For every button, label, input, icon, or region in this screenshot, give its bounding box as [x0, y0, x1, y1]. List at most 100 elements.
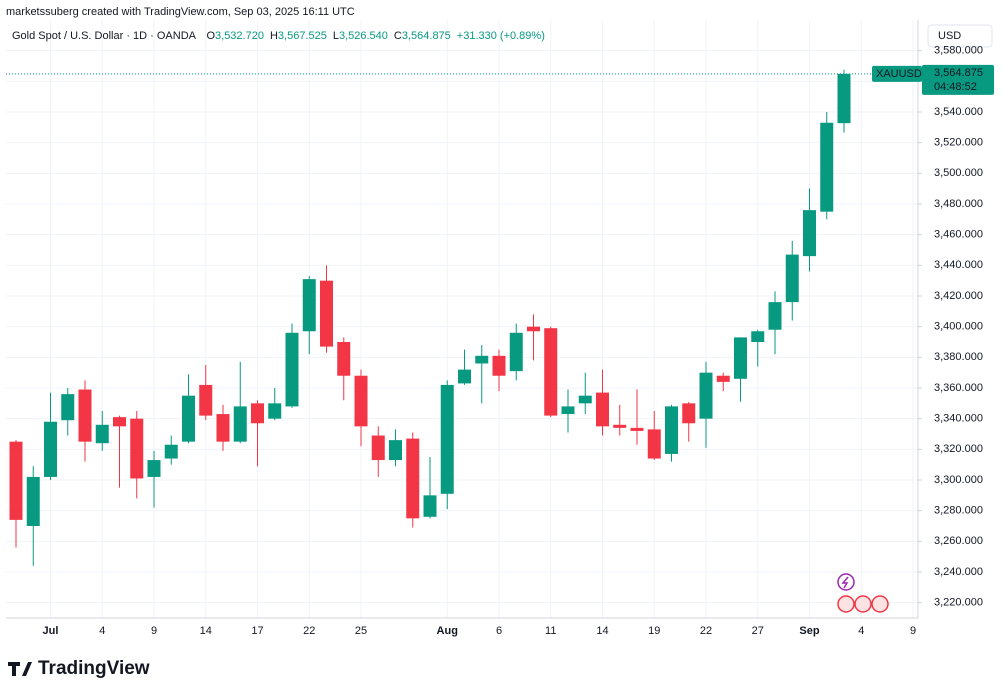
candle-body	[302, 279, 316, 332]
candle-body	[699, 372, 713, 419]
x-tick-label: 6	[496, 625, 502, 637]
y-tick-label: 3,360.000	[934, 382, 983, 394]
candle-body	[389, 440, 402, 461]
candle-body	[785, 254, 799, 303]
ohlc-key: L	[333, 30, 339, 42]
x-tick-label: 25	[355, 625, 367, 637]
logo-mark	[8, 662, 32, 676]
y-tick-label: 3,480.000	[934, 198, 983, 210]
ohlc-key: H	[270, 30, 278, 42]
x-tick-label: 4	[858, 625, 864, 637]
logo: TradingView	[8, 658, 150, 679]
event-icon	[871, 595, 889, 613]
candle-body	[561, 406, 575, 415]
y-tick-label: 3,580.000	[934, 45, 983, 57]
x-tick-label: Aug	[437, 625, 458, 637]
candle-body	[320, 280, 333, 347]
currency[interactable]: USD	[938, 30, 961, 42]
candle-body	[216, 414, 230, 442]
y-tick-label: 3,520.000	[934, 137, 983, 149]
candle-body	[544, 328, 558, 416]
candle-body	[44, 421, 57, 477]
candle-body	[354, 375, 368, 427]
candle-body	[61, 394, 75, 421]
ohlc-value: 3,532.720	[215, 30, 264, 42]
candle-body	[837, 73, 851, 124]
candle-body	[578, 395, 592, 404]
brand: TradingView	[38, 658, 150, 679]
y-tick-label: 3,400.000	[934, 321, 983, 333]
y-tick-label: 3,220.000	[934, 597, 983, 609]
candle-body	[130, 418, 144, 479]
candle-body	[113, 417, 126, 427]
candle-body	[199, 384, 213, 416]
y-tick-label: 3,300.000	[934, 474, 983, 486]
countdown: 04:48:52	[934, 81, 977, 93]
candle-body	[164, 444, 178, 459]
x-tick-label: 9	[151, 625, 157, 637]
y-tick-label: 3,340.000	[934, 413, 983, 425]
ohlc-value: 3,567.525	[278, 30, 327, 42]
y-tick-label: 3,260.000	[934, 535, 983, 547]
ohlc-key: C	[394, 30, 402, 42]
currency-button[interactable]	[927, 24, 993, 48]
candle-body	[492, 355, 506, 376]
candle-body	[337, 342, 351, 376]
y-tick-label: 3,320.000	[934, 443, 983, 455]
candle-body	[440, 384, 454, 494]
candle-body	[596, 392, 609, 427]
x-tick-label: 14	[596, 625, 608, 637]
y-tick-label: 3,420.000	[934, 290, 983, 302]
x-tick-label: Jul	[43, 625, 59, 637]
candle-body	[647, 429, 661, 459]
candle-body	[751, 331, 765, 342]
y-tick-label: 3,540.000	[934, 106, 983, 118]
candle-body	[95, 424, 109, 444]
ohlc-key: O	[206, 30, 215, 42]
candle-body	[768, 302, 782, 330]
last-price-label: 3,564.875	[934, 67, 983, 79]
candles	[9, 69, 851, 566]
candle-body	[251, 403, 264, 424]
x-tick-label: 11	[545, 625, 556, 637]
ohlc-value: 3,526.540	[339, 30, 388, 42]
y-tick-label: 3,240.000	[934, 566, 983, 578]
candle-body	[423, 495, 437, 517]
candle-body	[147, 460, 161, 477]
x-tick-label: 9	[910, 625, 916, 637]
change: +31.330 (+0.89%)	[457, 30, 545, 42]
ohlc-value: 3,564.875	[402, 30, 451, 42]
candle-body	[406, 438, 420, 519]
candle-body	[527, 326, 540, 332]
candle-body	[78, 389, 92, 442]
x-tick-label: 4	[99, 625, 105, 637]
event-icon	[837, 595, 855, 613]
candle-body	[613, 424, 627, 428]
candle-body	[716, 375, 730, 382]
candle-body	[182, 395, 195, 442]
x-tick-label: 14	[200, 625, 212, 637]
candle-body	[803, 210, 816, 257]
y-tick-label: 3,280.000	[934, 505, 983, 517]
event-icon	[837, 573, 855, 591]
y-tick-label: 3,460.000	[934, 229, 983, 241]
candle-body	[820, 122, 834, 212]
x-tick-label: 22	[700, 625, 712, 637]
event-icons	[837, 573, 889, 613]
candle-body	[475, 355, 489, 364]
candle-body	[682, 403, 696, 424]
event-icon	[841, 576, 849, 589]
x-tick-label: 22	[303, 625, 315, 637]
x-tick-label: 17	[251, 625, 263, 637]
symbol-label: XAUUSD	[876, 68, 922, 80]
y-tick-label: 3,380.000	[934, 351, 983, 363]
x-tick-label: 19	[648, 625, 660, 637]
title: Gold Spot / U.S. Dollar · 1D · OANDA	[12, 30, 197, 42]
price-tag	[922, 64, 994, 95]
event-icon	[854, 595, 872, 613]
candle-body	[268, 403, 282, 419]
x-tick-label: Sep	[799, 625, 819, 637]
credit: marketssuberg created with TradingView.c…	[6, 6, 355, 18]
candle-body	[26, 476, 40, 526]
